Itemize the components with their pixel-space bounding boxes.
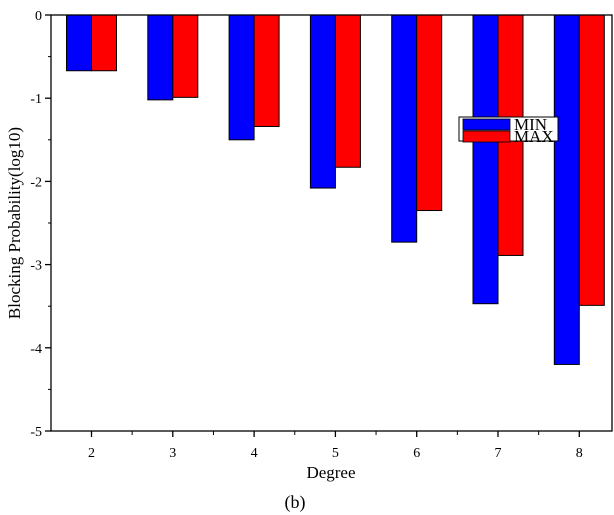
figure-caption: (b) (285, 492, 306, 513)
x-tick-label: 6 (413, 446, 420, 461)
x-tick-label: 5 (332, 446, 339, 461)
bar-max-3 (172, 14, 199, 98)
bar-max-4 (253, 14, 280, 127)
x-tick-label: 8 (576, 446, 583, 461)
y-tick-label: -5 (30, 425, 42, 440)
x-axis-label: Degree (306, 463, 355, 482)
x-tick-label: 3 (169, 446, 176, 461)
x-tick-label: 4 (251, 446, 258, 461)
x-tick-label: 2 (88, 446, 95, 461)
bars-group (66, 14, 605, 365)
legend-swatch-min (462, 118, 511, 131)
bar-max-6 (416, 14, 443, 212)
bar-min-8 (553, 14, 580, 365)
bar-min-4 (228, 14, 255, 141)
y-axis: 0 -1 -2 -3 -4 -5 (30, 9, 51, 440)
bar-max-8 (578, 14, 605, 306)
y-axis-label: Blocking Probability(log10) (5, 127, 24, 319)
bar-min-5 (309, 14, 336, 189)
bar-max-2 (91, 14, 117, 72)
bar-min-2 (66, 14, 92, 72)
bar-max-5 (334, 14, 361, 168)
bar-min-6 (391, 14, 418, 243)
y-tick-label: 0 (35, 9, 42, 24)
y-tick-label: -4 (30, 342, 42, 357)
legend-swatch-max (462, 130, 511, 143)
legend-label-min: MIN (514, 115, 547, 134)
x-axis: 2 3 4 5 6 7 8 (88, 431, 583, 461)
bar-min-3 (147, 14, 174, 101)
x-tick-label: 7 (495, 446, 502, 461)
y-tick-label: -1 (30, 92, 42, 107)
legend-label-max: MAX (514, 127, 554, 146)
y-tick-label: -2 (30, 175, 42, 190)
bar-min-7 (472, 14, 499, 305)
y-tick-label: -3 (30, 259, 42, 274)
